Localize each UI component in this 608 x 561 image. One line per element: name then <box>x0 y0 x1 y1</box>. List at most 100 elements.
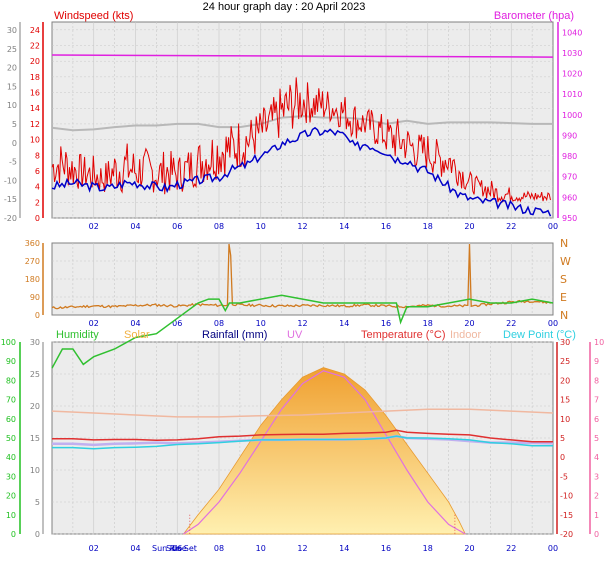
wind-inner-tick-0: 0 <box>35 214 40 223</box>
baro-tick-1040: 1040 <box>562 28 582 37</box>
wind-hour-tick-04: 04 <box>130 222 140 231</box>
dewpoint-line <box>52 435 553 450</box>
dir-hour-tick-00: 00 <box>548 319 558 328</box>
sun-set-label: Sun Set <box>166 544 197 553</box>
legend-uv: UV <box>287 329 303 341</box>
temp-hour-tick-20: 20 <box>464 544 474 553</box>
temp-hour-tick-16: 16 <box>381 544 391 553</box>
dir-hour-tick-20: 20 <box>464 319 474 328</box>
wind-outer-tick--15: -15 <box>4 195 17 204</box>
humidity-tick-100: 100 <box>1 338 16 347</box>
dir-tick-270: 270 <box>25 257 40 266</box>
baro-tick-1020: 1020 <box>562 70 582 79</box>
wind-inner-tick-24: 24 <box>30 26 40 35</box>
dir-hour-tick-18: 18 <box>423 319 433 328</box>
wind-inner-tick-14: 14 <box>30 104 40 113</box>
baro-tick-1030: 1030 <box>562 49 582 58</box>
windspeed-line <box>51 77 551 203</box>
dir-hour-tick-14: 14 <box>339 319 349 328</box>
left-inner-tick-25: 25 <box>30 370 40 379</box>
temperature-legend: Humidity Solar Rainfall (mm) UV Temperature … <box>56 329 576 341</box>
wind-outer-tick-5: 5 <box>12 120 17 129</box>
dir-tick-360: 360 <box>25 239 40 248</box>
uv-tick-7: 7 <box>594 396 599 405</box>
left-inner-tick-20: 20 <box>30 402 40 411</box>
sun-rise-label: Sun Rise <box>152 544 187 553</box>
temp-hour-tick-08: 08 <box>214 544 224 553</box>
dir-hour-tick-08: 08 <box>214 319 224 328</box>
temp-tick-30: 30 <box>560 338 570 347</box>
dir-tick-90: 90 <box>30 293 40 302</box>
humidity-tick-30: 30 <box>6 472 16 481</box>
humidity-tick-50: 50 <box>6 434 16 443</box>
graph-title: 24 hour graph day : 20 April 2023 <box>203 1 366 13</box>
wind-outer-tick-20: 20 <box>7 64 17 73</box>
temp-hour-tick-22: 22 <box>506 544 516 553</box>
dir-hour-tick-12: 12 <box>297 319 307 328</box>
wind-outer-tick--10: -10 <box>4 176 17 185</box>
wind-outer-tick-10: 10 <box>7 101 17 110</box>
temp-hour-tick-18: 18 <box>423 544 433 553</box>
solar-area <box>182 367 466 535</box>
humidity-tick-80: 80 <box>6 376 16 385</box>
baro-tick-1010: 1010 <box>562 90 582 99</box>
wind-hour-tick-02: 02 <box>89 222 99 231</box>
wind-outer-tick-25: 25 <box>7 45 17 54</box>
wind-inner-tick-2: 2 <box>35 198 40 207</box>
legend-indoor: Indoor <box>450 329 482 341</box>
compass-tick-2: S <box>560 273 567 286</box>
temp-tick-25: 25 <box>560 357 570 366</box>
humidity-line <box>51 294 554 369</box>
temp-tick-15: 15 <box>560 396 570 405</box>
baro-tick-950: 950 <box>562 214 577 223</box>
temp-tick-0: 0 <box>560 453 565 462</box>
uv-curve-line <box>183 370 466 535</box>
left-inner-tick-5: 5 <box>35 498 40 507</box>
wind-outer-tick-15: 15 <box>7 82 17 91</box>
wind-outer-tick-30: 30 <box>7 26 17 35</box>
legend-humidity: Humidity <box>56 329 99 341</box>
humidity-tick-70: 70 <box>6 396 16 405</box>
uv-tick-1: 1 <box>594 511 599 520</box>
humidity-tick-90: 90 <box>6 357 16 366</box>
temp-tick-20: 20 <box>560 376 570 385</box>
compass-tick-4: N <box>560 309 568 322</box>
left-inner-tick-15: 15 <box>30 434 40 443</box>
dir-hour-tick-10: 10 <box>256 319 266 328</box>
dir-hour-tick-04: 04 <box>130 319 140 328</box>
uv-tick-0: 0 <box>594 530 599 539</box>
wind-inner-tick-22: 22 <box>30 42 40 51</box>
indoor-line <box>51 408 554 418</box>
temperature-panel: 0102030405060708090100051015202530-20-15… <box>1 294 604 553</box>
windspeed-label: Windspeed (kts) <box>54 10 133 22</box>
wind-hour-tick-16: 16 <box>381 222 391 231</box>
temp-hour-tick-04: 04 <box>130 544 140 553</box>
temperature-ticks: 0102030405060708090100051015202530-20-15… <box>1 338 604 553</box>
legend-solar: Solar <box>124 329 150 341</box>
dir-tick-0: 0 <box>35 311 40 320</box>
wind-hour-tick-00: 00 <box>548 222 558 231</box>
wind-inner-tick-8: 8 <box>35 151 40 160</box>
uv-tick-8: 8 <box>594 376 599 385</box>
wind-hour-tick-14: 14 <box>339 222 349 231</box>
dir-hour-tick-02: 02 <box>89 319 99 328</box>
wind-inner-tick-18: 18 <box>30 73 40 82</box>
legend-dew-point-c-: Dew Point (°C) <box>503 329 576 341</box>
wind-outer-tick-0: 0 <box>12 139 17 148</box>
compass-tick-0: N <box>560 237 568 250</box>
wind-inner-tick-6: 6 <box>35 167 40 176</box>
dir-hour-tick-06: 06 <box>172 319 182 328</box>
dir-hour-tick-16: 16 <box>381 319 391 328</box>
wind-hour-tick-22: 22 <box>506 222 516 231</box>
wind-inner-tick-16: 16 <box>30 89 40 98</box>
uv-tick-6: 6 <box>594 415 599 424</box>
temp-hour-tick-12: 12 <box>297 544 307 553</box>
left-inner-tick-30: 30 <box>30 338 40 347</box>
baro-tick-960: 960 <box>562 193 577 202</box>
wind-hour-tick-06: 06 <box>172 222 182 231</box>
